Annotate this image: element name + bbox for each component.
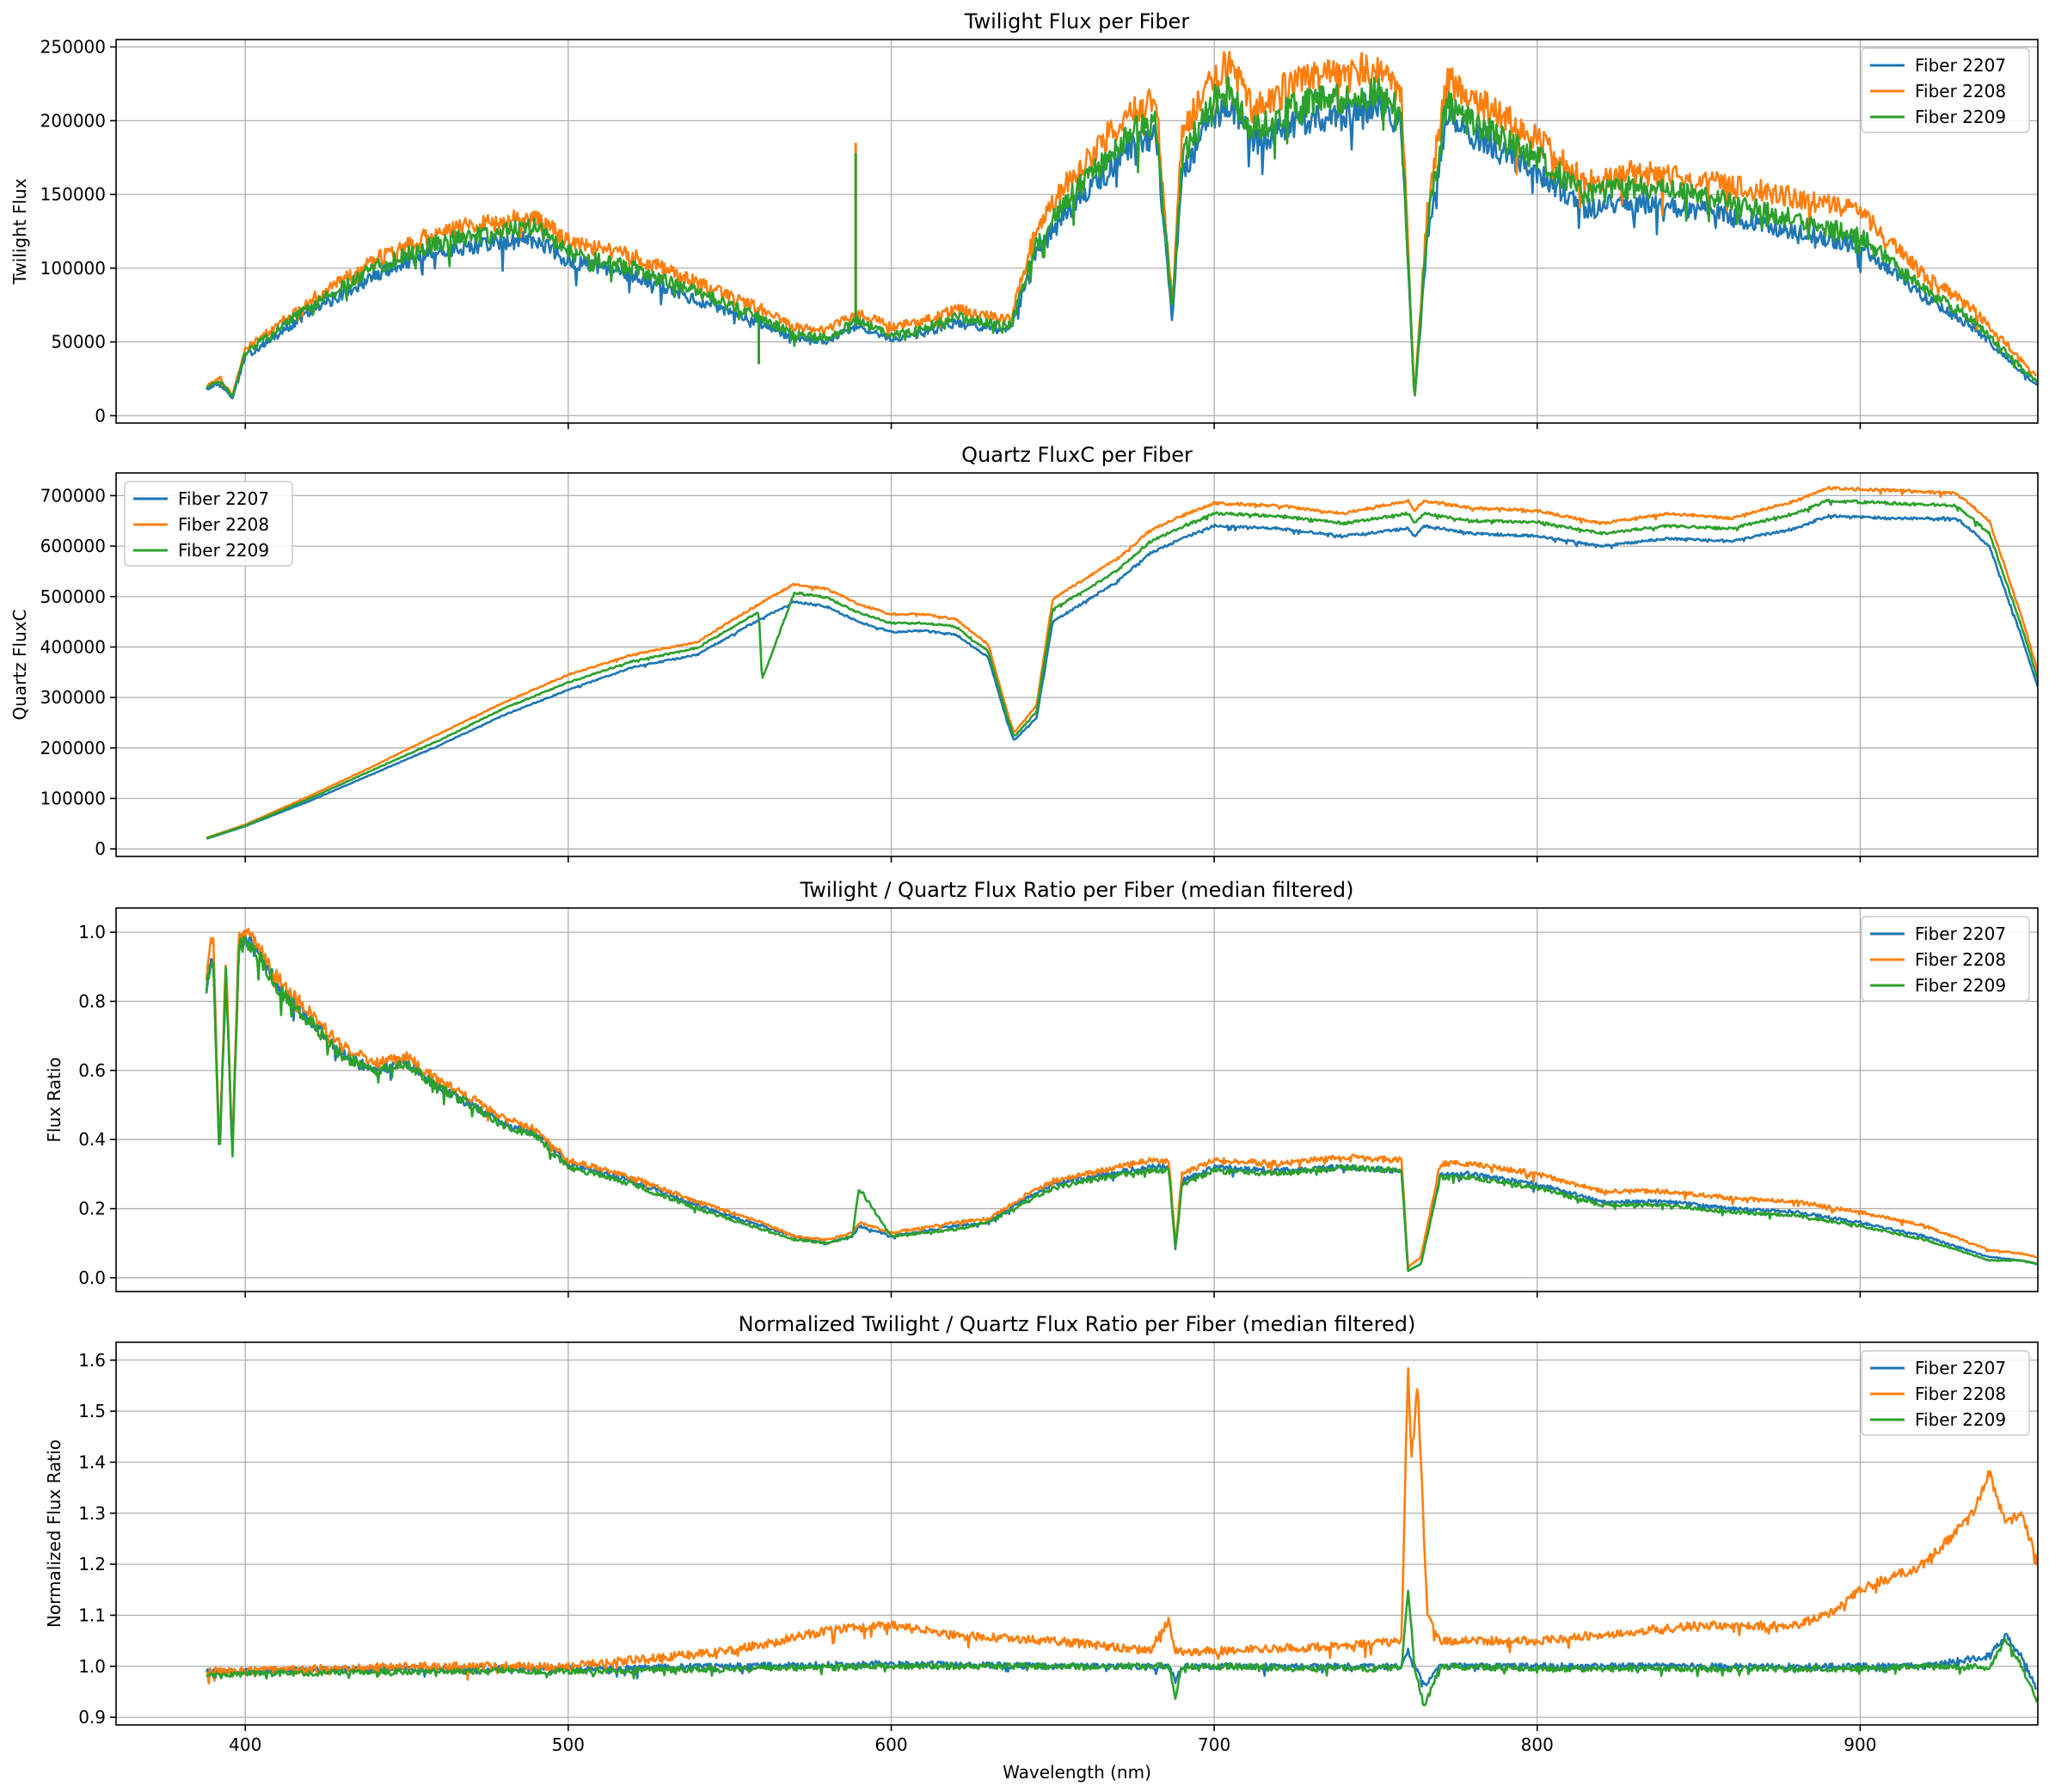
series-line-fiber-2209 bbox=[205, 935, 2037, 1273]
y-tick-label: 1.4 bbox=[78, 1451, 106, 1472]
y-tick-label: 1.1 bbox=[78, 1605, 106, 1625]
y-tick-label: 200000 bbox=[40, 110, 106, 131]
legend-label: Fiber 2209 bbox=[1915, 975, 2006, 996]
series-line-fiber-2209 bbox=[206, 76, 2038, 398]
y-tick-label: 1.5 bbox=[78, 1401, 106, 1421]
y-tick-label: 700000 bbox=[40, 485, 106, 506]
y-ticks: 0 50000 100000 150000 200000 250000 bbox=[40, 37, 116, 426]
y-axis-label: Twilight Flux bbox=[9, 178, 30, 285]
y-tick-label: 0 bbox=[95, 405, 106, 426]
legend-label: Fiber 2208 bbox=[1915, 81, 2006, 101]
y-tick-label: 300000 bbox=[40, 687, 106, 708]
y-tick-label: 100000 bbox=[40, 258, 106, 279]
y-tick-label: 0.6 bbox=[78, 1060, 106, 1081]
x-tick-label: 700 bbox=[1198, 1734, 1230, 1755]
series-line-fiber-2208 bbox=[206, 485, 2038, 839]
x-tick-label: 800 bbox=[1521, 1734, 1554, 1755]
panel-normalized-flux-ratio: 400 500 600 700 800 900 0.9 1.0 1.1 1.2 1.3 1.4 1.5 1… bbox=[44, 1312, 2039, 1783]
series-line-fiber-2207 bbox=[206, 513, 2038, 840]
y-ticks: 0 100000 200000 300000 400000 500000 600000 700… bbox=[40, 485, 116, 859]
y-tick-label: 0.0 bbox=[78, 1267, 106, 1288]
series-lines bbox=[206, 1366, 2038, 1707]
grid bbox=[116, 473, 2038, 856]
y-tick-label: 600000 bbox=[40, 536, 106, 556]
legend-label: Fiber 2208 bbox=[178, 514, 269, 535]
legend-label: Fiber 2209 bbox=[1915, 107, 2006, 127]
legend-label: Fiber 2207 bbox=[1915, 55, 2006, 76]
axes-frame bbox=[115, 1341, 2039, 1726]
axes-frame bbox=[115, 907, 2039, 1292]
y-tick-label: 0.9 bbox=[78, 1707, 106, 1728]
y-tick-label: 1.6 bbox=[78, 1350, 106, 1371]
y-axis-label: Normalized Flux Ratio bbox=[44, 1439, 64, 1628]
x-tick-label: 500 bbox=[552, 1734, 585, 1755]
y-tick-label: 1.3 bbox=[78, 1503, 106, 1524]
chart-title: Quartz FluxC per Fiber bbox=[961, 443, 1193, 467]
y-tick-label: 1.0 bbox=[78, 1656, 106, 1677]
legend-box bbox=[124, 481, 293, 567]
legend-label: Fiber 2207 bbox=[1915, 1358, 2006, 1378]
legend-label: Fiber 2207 bbox=[178, 488, 269, 509]
series-line-fiber-2209 bbox=[206, 1589, 2038, 1707]
x-axis-label: Wavelength (nm) bbox=[1003, 1762, 1151, 1783]
y-axis-label: Flux Ratio bbox=[44, 1057, 64, 1142]
series-line-fiber-2208 bbox=[206, 1366, 2038, 1685]
y-tick-label: 1.2 bbox=[78, 1554, 106, 1574]
legend: Fiber 2207 Fiber 2208 Fiber 2209 bbox=[1861, 1350, 2030, 1436]
x-ticks bbox=[244, 1292, 1862, 1298]
y-tick-label: 50000 bbox=[51, 332, 106, 353]
grid bbox=[116, 40, 2038, 423]
y-tick-label: 100000 bbox=[40, 789, 106, 809]
y-tick-label: 250000 bbox=[40, 37, 106, 58]
axes-frame bbox=[115, 472, 2039, 857]
y-tick-label: 1.0 bbox=[78, 922, 106, 942]
series-lines bbox=[206, 485, 2038, 840]
legend-box bbox=[1861, 916, 2030, 1002]
y-tick-label: 400000 bbox=[40, 636, 106, 657]
legend: Fiber 2207 Fiber 2208 Fiber 2209 bbox=[1861, 47, 2030, 133]
y-tick-label: 0.4 bbox=[78, 1129, 106, 1150]
y-tick-label: 150000 bbox=[40, 184, 106, 205]
x-ticks: 400 500 600 700 800 900 bbox=[229, 1725, 1876, 1755]
legend-box bbox=[1861, 47, 2030, 133]
series-line-fiber-2208 bbox=[205, 927, 2038, 1269]
legend-label: Fiber 2209 bbox=[1915, 1409, 2006, 1430]
y-axis-label: Quartz FluxC bbox=[9, 609, 30, 720]
y-tick-label: 500000 bbox=[40, 586, 106, 607]
y-tick-label: 0 bbox=[95, 838, 106, 859]
x-tick-label: 900 bbox=[1843, 1734, 1876, 1755]
legend-label: Fiber 2207 bbox=[1915, 924, 2006, 944]
panel-twilight-flux: 0 50000 100000 150000 200000 250000 Twilight F… bbox=[9, 9, 2039, 429]
legend-label: Fiber 2208 bbox=[1915, 949, 2006, 970]
y-tick-label: 0.2 bbox=[78, 1199, 106, 1219]
legend-label: Fiber 2209 bbox=[178, 540, 269, 561]
legend: Fiber 2207 Fiber 2208 Fiber 2209 bbox=[1861, 916, 2030, 1002]
chart-title: Twilight / Quartz Flux Ratio per Fiber (… bbox=[800, 878, 1354, 902]
panel-quartz-fluxc: 0 100000 200000 300000 400000 500000 600000 700… bbox=[9, 443, 2039, 862]
x-ticks bbox=[244, 856, 1862, 862]
chart-title: Normalized Twilight / Quartz Flux Ratio … bbox=[739, 1312, 1416, 1336]
x-ticks bbox=[244, 423, 1862, 429]
y-tick-label: 200000 bbox=[40, 738, 106, 758]
legend-label: Fiber 2208 bbox=[1915, 1384, 2006, 1404]
series-lines bbox=[205, 927, 2038, 1273]
series-lines bbox=[206, 51, 2038, 400]
x-tick-label: 400 bbox=[229, 1734, 261, 1755]
panel-flux-ratio: 0.0 0.2 0.4 0.6 0.8 1.0 Twilight / Quartz Flux… bbox=[44, 878, 2039, 1298]
chart-title: Twilight Flux per Fiber bbox=[964, 9, 1190, 34]
grid bbox=[116, 908, 2038, 1292]
y-tick-label: 0.8 bbox=[78, 991, 106, 1011]
y-ticks: 0.0 0.2 0.4 0.6 0.8 1.0 bbox=[78, 922, 116, 1288]
series-line-fiber-2207 bbox=[206, 1632, 2037, 1691]
axes-frame bbox=[115, 39, 2039, 424]
legend-box bbox=[1861, 1350, 2030, 1436]
x-tick-label: 600 bbox=[874, 1734, 907, 1755]
series-line-fiber-2209 bbox=[206, 498, 2038, 840]
series-line-fiber-2208 bbox=[206, 51, 2038, 397]
y-ticks: 0.9 1.0 1.1 1.2 1.3 1.4 1.5 1.6 bbox=[78, 1350, 116, 1728]
legend: Fiber 2207 Fiber 2208 Fiber 2209 bbox=[124, 481, 293, 567]
